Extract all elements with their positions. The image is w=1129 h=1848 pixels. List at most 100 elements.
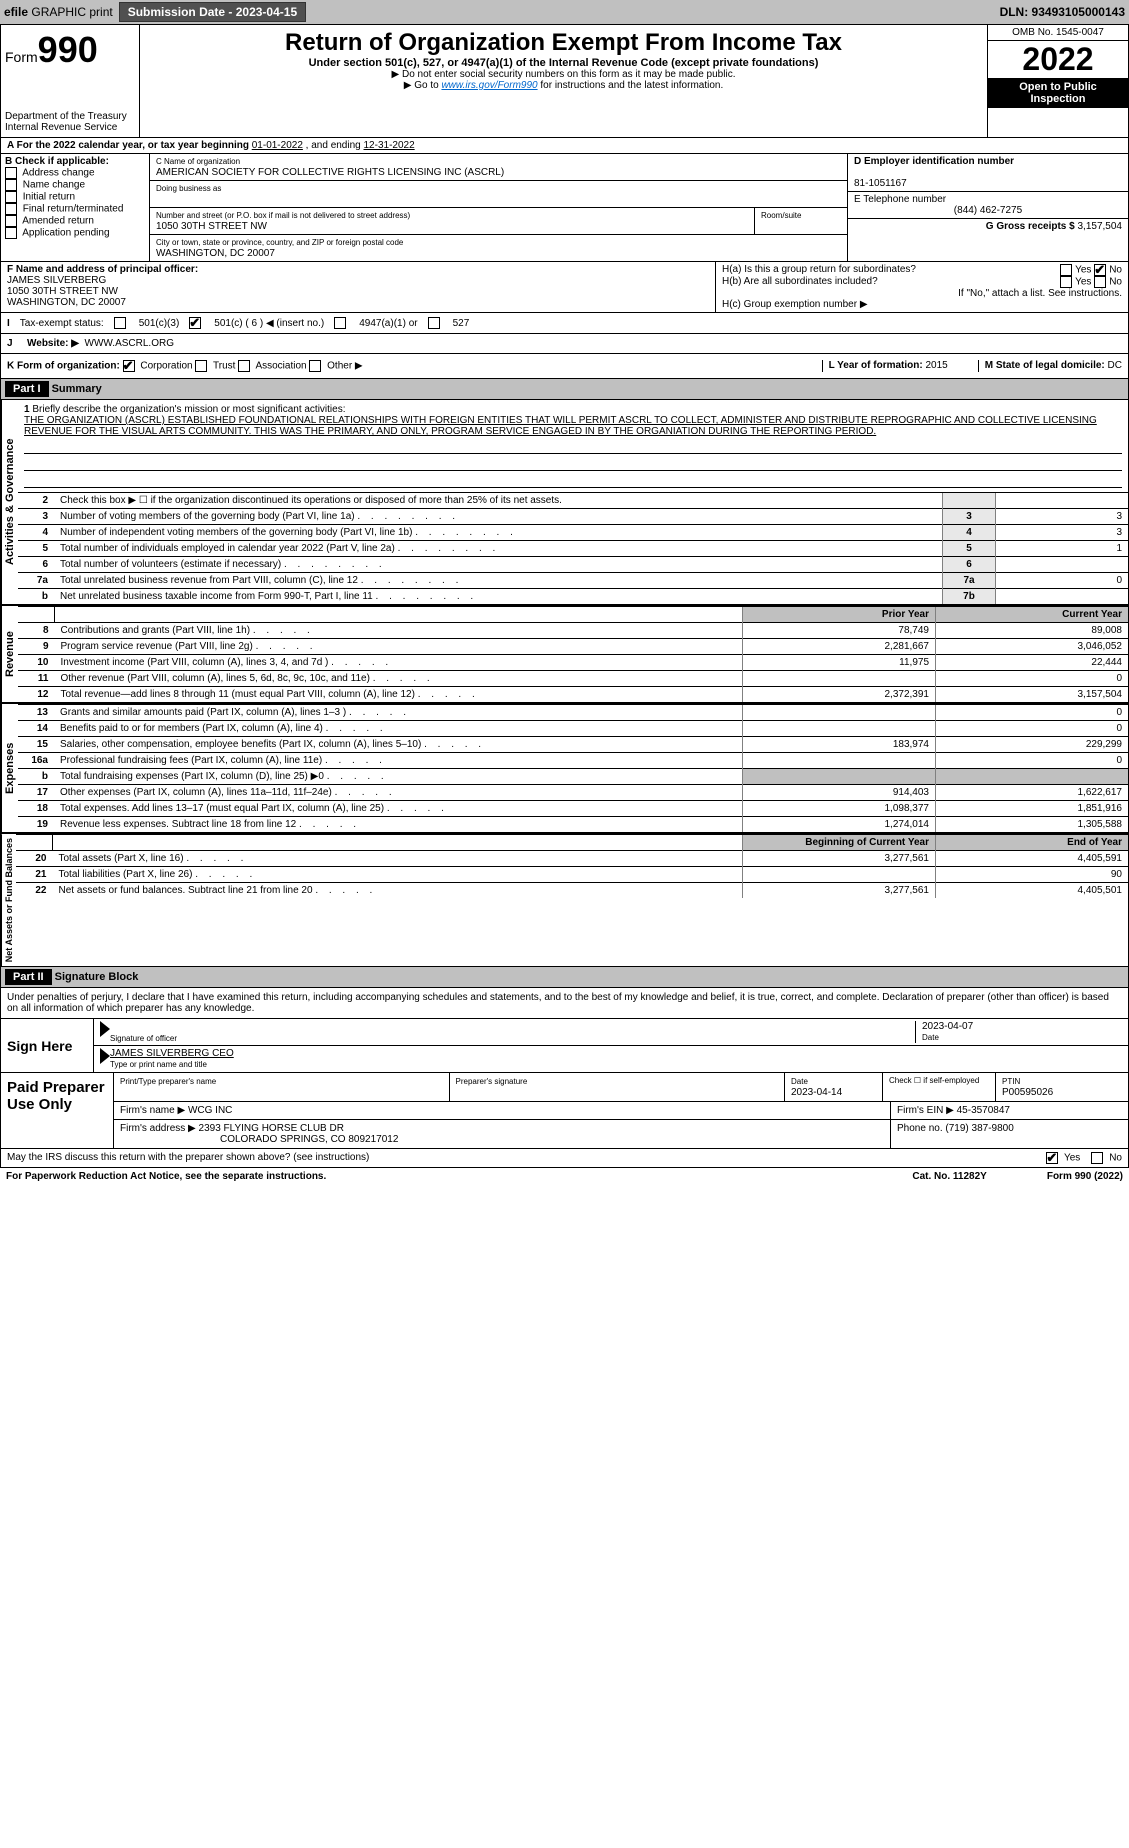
line-val: 0 <box>996 573 1129 589</box>
line-box: 6 <box>943 557 996 573</box>
box-h: H(a) Is this a group return for subordin… <box>716 262 1128 312</box>
cb-501c[interactable] <box>189 317 201 329</box>
line-val <box>996 557 1129 573</box>
line-desc: Total fundraising expenses (Part IX, col… <box>54 769 743 785</box>
line-box: 7a <box>943 573 996 589</box>
prior-val: 183,974 <box>743 737 936 753</box>
line-desc: Total revenue—add lines 8 through 11 (mu… <box>55 687 743 703</box>
col-current: End of Year <box>936 835 1129 851</box>
form-subtitle: Under section 501(c), 527, or 4947(a)(1)… <box>144 57 983 69</box>
cb-527[interactable] <box>428 317 440 329</box>
checkbox-application-pending[interactable] <box>5 227 17 239</box>
line-num: 22 <box>16 883 53 899</box>
gov-section: Activities & Governance 1 Briefly descri… <box>0 400 1129 604</box>
tax-year: 2022 <box>988 41 1128 78</box>
submission-date-btn[interactable]: Submission Date - 2023-04-15 <box>119 2 306 22</box>
irs-link[interactable]: www.irs.gov/Form990 <box>441 80 537 91</box>
gov-label: Activities & Governance <box>1 400 18 604</box>
line-desc: Net assets or fund balances. Subtract li… <box>53 883 743 899</box>
efile-label: efile GRAPHIC print <box>4 5 113 19</box>
line-desc: Salaries, other compensation, employee b… <box>54 737 743 753</box>
open-inspection: Open to Public Inspection <box>988 78 1128 108</box>
line-num: b <box>18 769 54 785</box>
net-table: Beginning of Current YearEnd of Year20To… <box>16 834 1128 898</box>
cb-other[interactable] <box>309 360 321 372</box>
checkbox-final-return[interactable] <box>5 203 17 215</box>
prior-val: 914,403 <box>743 785 936 801</box>
line-num: 11 <box>18 671 55 687</box>
phone: (844) 462-7275 <box>854 205 1122 216</box>
prior-val: 3,277,561 <box>743 851 936 867</box>
exp-label: Expenses <box>1 704 18 832</box>
line-box: 7b <box>943 589 996 605</box>
omb-number: OMB No. 1545-0047 <box>988 25 1128 41</box>
prep-date: 2023-04-14 <box>791 1087 842 1098</box>
line-desc: Program service revenue (Part VIII, line… <box>55 639 743 655</box>
perjury-statement: Under penalties of perjury, I declare th… <box>1 988 1128 1018</box>
current-val: 3,157,504 <box>936 687 1129 703</box>
prior-val: 3,277,561 <box>743 883 936 899</box>
line-desc: Total expenses. Add lines 13–17 (must eq… <box>54 801 743 817</box>
line-num: 16a <box>18 753 54 769</box>
checkbox-address-change[interactable] <box>5 167 17 179</box>
dln-label: DLN: 93493105000143 <box>1000 5 1125 19</box>
prior-val: 2,281,667 <box>743 639 936 655</box>
line-desc: Total assets (Part X, line 16) . . . . . <box>53 851 743 867</box>
line-num: 2 <box>18 493 54 509</box>
prior-val <box>743 705 936 721</box>
cb-assoc[interactable] <box>238 360 250 372</box>
current-val: 0 <box>936 753 1129 769</box>
website-row: J Website: ▶ WWW.ASCRL.ORG <box>0 334 1129 354</box>
current-val: 22,444 <box>936 655 1129 671</box>
discuss-no[interactable] <box>1091 1152 1103 1164</box>
cb-501c3[interactable] <box>114 317 126 329</box>
hb-no[interactable] <box>1094 276 1106 288</box>
line-num: 21 <box>16 867 53 883</box>
firm-name: WCG INC <box>188 1105 232 1116</box>
current-val: 89,008 <box>936 623 1129 639</box>
checkbox-amended[interactable] <box>5 215 17 227</box>
form-title: Return of Organization Exempt From Incom… <box>144 29 983 57</box>
line-num: b <box>18 589 54 605</box>
goto-note: ▶ Go to www.irs.gov/Form990 for instruct… <box>144 80 983 91</box>
line-num: 17 <box>18 785 54 801</box>
line-desc: Total number of volunteers (estimate if … <box>54 557 943 573</box>
prior-val <box>743 671 936 687</box>
ein: 81-1051167 <box>854 178 907 189</box>
prior-val <box>743 867 936 883</box>
state-domicile: DC <box>1108 360 1122 371</box>
line-num: 7a <box>18 573 54 589</box>
checkbox-name-change[interactable] <box>5 179 17 191</box>
cb-4947[interactable] <box>334 317 346 329</box>
line-desc: Benefits paid to or for members (Part IX… <box>54 721 743 737</box>
part2-header: Part II Signature Block <box>0 967 1129 988</box>
sign-date: 2023-04-07 <box>922 1021 973 1032</box>
arrow-icon <box>100 1048 110 1064</box>
top-bar: efile GRAPHIC print Submission Date - 20… <box>0 0 1129 24</box>
line-num: 6 <box>18 557 54 573</box>
box-c: C Name of organization AMERICAN SOCIETY … <box>150 154 848 261</box>
firm-ein: 45-3570847 <box>957 1105 1010 1116</box>
cb-corp[interactable] <box>123 360 135 372</box>
line-desc: Professional fundraising fees (Part IX, … <box>54 753 743 769</box>
col-prior: Prior Year <box>743 607 936 623</box>
current-val: 229,299 <box>936 737 1129 753</box>
ha-yes[interactable] <box>1060 264 1072 276</box>
hb-yes[interactable] <box>1060 276 1072 288</box>
checkbox-initial-return[interactable] <box>5 191 17 203</box>
line-val <box>996 493 1129 509</box>
form-header: Form990 Department of the Treasury Inter… <box>0 24 1129 138</box>
discuss-yes[interactable] <box>1046 1152 1058 1164</box>
line-box: 5 <box>943 541 996 557</box>
part1-header: Part I Summary <box>0 379 1129 400</box>
line-desc: Number of independent voting members of … <box>54 525 943 541</box>
mission-text: THE ORGANIZATION (ASCRL) ESTABLISHED FOU… <box>24 415 1097 437</box>
revenue-section: Revenue Prior YearCurrent Year8Contribut… <box>0 604 1129 702</box>
prior-val: 78,749 <box>743 623 936 639</box>
col-prior: Beginning of Current Year <box>743 835 936 851</box>
cb-trust[interactable] <box>195 360 207 372</box>
line-num: 3 <box>18 509 54 525</box>
ha-no[interactable] <box>1094 264 1106 276</box>
current-val: 3,046,052 <box>936 639 1129 655</box>
current-val: 1,305,588 <box>936 817 1129 833</box>
